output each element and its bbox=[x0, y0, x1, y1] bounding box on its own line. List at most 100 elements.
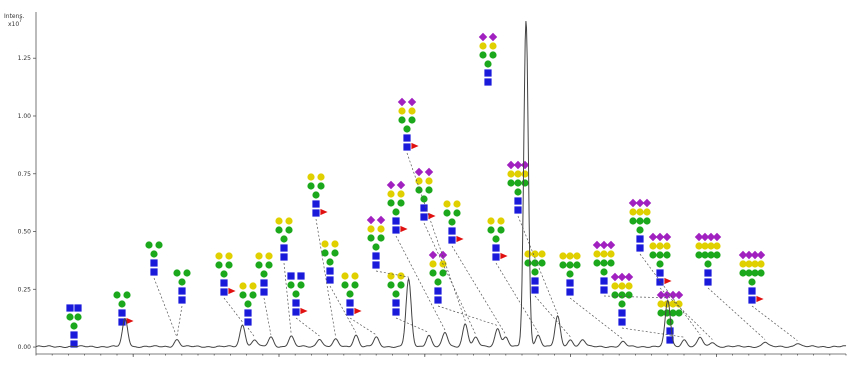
galactose-symbol bbox=[307, 173, 315, 181]
mannose-symbol bbox=[675, 309, 683, 317]
galactose-symbol bbox=[275, 217, 283, 225]
mannose-symbol bbox=[367, 234, 375, 242]
mannose-symbol bbox=[751, 269, 759, 277]
galactose-symbol bbox=[397, 190, 405, 198]
galactose-symbol bbox=[497, 217, 505, 225]
hexnac-symbol bbox=[244, 318, 252, 326]
mannose-symbol bbox=[629, 217, 637, 225]
galactose-symbol bbox=[538, 250, 546, 258]
leader-line bbox=[295, 317, 320, 337]
hexnac-symbol bbox=[403, 143, 411, 151]
sialic-acid-symbol bbox=[506, 160, 516, 170]
mannose-symbol bbox=[611, 291, 619, 299]
leader-line bbox=[263, 297, 272, 335]
mannose-symbol bbox=[155, 241, 163, 249]
hexnac-symbol bbox=[392, 308, 400, 316]
sialic-acid-symbol bbox=[592, 240, 602, 250]
mannose-symbol bbox=[215, 261, 223, 269]
fucose-symbol bbox=[126, 317, 134, 325]
y-axis-label: Intens. bbox=[4, 13, 25, 20]
galactose-symbol bbox=[675, 300, 683, 308]
mannose-symbol bbox=[600, 268, 608, 276]
galactose-symbol bbox=[657, 300, 665, 308]
sialic-acid-symbol bbox=[478, 32, 488, 42]
galactose-symbol bbox=[367, 225, 375, 233]
mannose-symbol bbox=[625, 291, 633, 299]
fucose-symbol bbox=[664, 277, 672, 285]
mannose-symbol bbox=[538, 259, 546, 267]
hexnac-symbol bbox=[178, 296, 186, 304]
galactose-symbol bbox=[707, 242, 715, 250]
fucose-symbol bbox=[456, 235, 464, 243]
mannose-symbol bbox=[695, 251, 703, 259]
hexnac-symbol bbox=[748, 296, 756, 304]
fucose-symbol bbox=[320, 208, 328, 216]
mannose-symbol bbox=[331, 249, 339, 257]
galactose-symbol bbox=[573, 252, 581, 260]
sialic-acid-symbol bbox=[366, 215, 376, 225]
mannose-symbol bbox=[123, 291, 131, 299]
galactose-symbol bbox=[398, 107, 406, 115]
sialic-acid-symbol bbox=[668, 290, 678, 300]
mannose-symbol bbox=[317, 182, 325, 190]
galactose-symbol bbox=[443, 200, 451, 208]
hexnac-symbol bbox=[118, 318, 126, 326]
mannose-symbol bbox=[566, 261, 574, 269]
mannose-symbol bbox=[636, 217, 644, 225]
mannose-symbol bbox=[225, 261, 233, 269]
hexnac-symbol bbox=[420, 213, 428, 221]
hexnac-symbol bbox=[326, 276, 334, 284]
hexnac-symbol bbox=[74, 304, 82, 312]
hexnac-symbol bbox=[636, 235, 644, 243]
hexnac-symbol bbox=[150, 259, 158, 267]
mannose-symbol bbox=[429, 269, 437, 277]
hexnac-symbol bbox=[118, 309, 126, 317]
galactose-symbol bbox=[713, 242, 721, 250]
galactose-symbol bbox=[629, 208, 637, 216]
y-tick-label: 1.00 bbox=[18, 113, 32, 120]
mannose-symbol bbox=[150, 250, 158, 258]
mannose-symbol bbox=[656, 251, 664, 259]
mannose-symbol bbox=[443, 209, 451, 217]
leader-line bbox=[247, 327, 255, 338]
hexnac-symbol bbox=[280, 253, 288, 261]
sialic-acid-symbol bbox=[624, 272, 634, 282]
mannose-symbol bbox=[489, 51, 497, 59]
sialic-acid-symbol bbox=[694, 232, 704, 242]
mannose-symbol bbox=[307, 182, 315, 190]
galactose-symbol bbox=[453, 200, 461, 208]
mannose-symbol bbox=[397, 281, 405, 289]
sialic-acid-symbol bbox=[520, 160, 530, 170]
galactose-symbol bbox=[649, 242, 657, 250]
hexnac-symbol bbox=[600, 277, 608, 285]
fucose-symbol bbox=[500, 252, 508, 260]
mannose-symbol bbox=[408, 116, 416, 124]
mannose-symbol bbox=[346, 290, 354, 298]
mannose-symbol bbox=[593, 259, 601, 267]
mannose-symbol bbox=[420, 195, 428, 203]
fucose-symbol bbox=[400, 225, 408, 233]
galactose-symbol bbox=[317, 173, 325, 181]
hexnac-symbol bbox=[392, 299, 400, 307]
mannose-symbol bbox=[321, 249, 329, 257]
mannose-symbol bbox=[392, 290, 400, 298]
hexnac-symbol bbox=[656, 269, 664, 277]
sialic-acid-symbol bbox=[628, 198, 638, 208]
galactose-symbol bbox=[745, 260, 753, 268]
mannose-symbol bbox=[497, 226, 505, 234]
mannose-symbol bbox=[492, 235, 500, 243]
hexnac-symbol bbox=[600, 286, 608, 294]
leader-line bbox=[707, 287, 766, 340]
mannose-symbol bbox=[377, 234, 385, 242]
mannose-symbol bbox=[704, 260, 712, 268]
mannose-symbol bbox=[244, 300, 252, 308]
hexnac-symbol bbox=[618, 318, 626, 326]
galactose-symbol bbox=[239, 282, 247, 290]
axes: Intens.x10 7 0.00 0.25 0.50 0.75 1.00 1.25 bbox=[4, 12, 847, 357]
mannose-symbol bbox=[387, 281, 395, 289]
mannose-symbol bbox=[479, 51, 487, 59]
leader-line bbox=[153, 277, 178, 338]
galactose-symbol bbox=[559, 252, 567, 260]
galactose-symbol bbox=[351, 272, 359, 280]
mannose-symbol bbox=[531, 268, 539, 276]
